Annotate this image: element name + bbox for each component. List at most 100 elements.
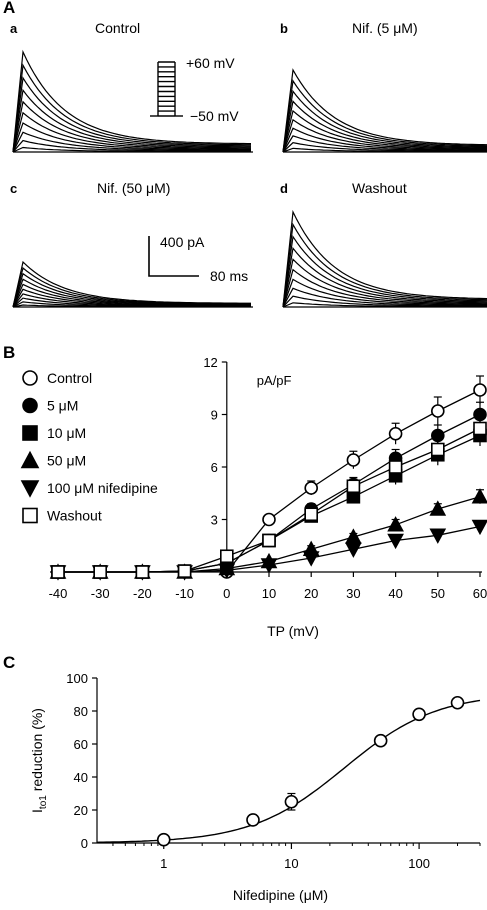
current-trace — [12, 260, 251, 308]
data-point — [429, 528, 447, 544]
current-trace — [282, 68, 487, 153]
current-trace — [282, 89, 487, 153]
current-trace — [12, 100, 251, 153]
scale-bar-time-label: 80 ms — [210, 268, 248, 284]
x-tick-label: 0 — [223, 586, 230, 601]
current-trace — [12, 111, 251, 153]
legend: Control 5 μM 10 μM 50 μM 100 μM nifedipine Wa… — [20, 370, 158, 524]
data-point — [473, 383, 487, 397]
current-trace — [282, 100, 487, 153]
panel-a-label: A — [3, 0, 15, 17]
data-point — [22, 507, 38, 524]
scale-bar — [148, 236, 199, 277]
current-trace — [282, 258, 487, 308]
legend-label: 100 μM nifedipine — [47, 480, 158, 496]
data-point — [156, 832, 171, 847]
current-trace — [282, 295, 487, 308]
x-axis-label: Nifedipine (μM) — [233, 887, 328, 903]
data-point — [177, 564, 192, 578]
series-line — [58, 434, 481, 573]
current-trace — [282, 287, 487, 308]
x-tick-label: 100 — [408, 856, 430, 871]
y-axis-label: Ito1 reduction (%) — [29, 708, 49, 813]
protocol-top-label: +60 mV — [186, 55, 235, 71]
data-point — [284, 794, 299, 809]
panel-c-label: C — [3, 653, 15, 672]
y-tick-label: 40 — [74, 770, 88, 785]
x-tick-label: 60 — [473, 586, 487, 601]
data-point — [20, 450, 40, 469]
y-tick-label: 80 — [74, 704, 88, 719]
x-tick-label: -40 — [49, 586, 68, 601]
y-tick-label: 100 — [66, 671, 88, 686]
data-point — [345, 528, 362, 544]
trace-b-sublabel: b — [280, 21, 288, 36]
data-point — [387, 516, 404, 532]
data-point — [304, 507, 319, 522]
current-trace — [12, 88, 251, 153]
x-tick-label: 40 — [388, 586, 402, 601]
data-point — [387, 533, 404, 550]
data-point — [22, 370, 38, 386]
panel-c: C 1 10 100 0 20 40 60 80 100 Ito1 reduction (%) Ni… — [3, 653, 481, 903]
data-point — [304, 481, 319, 495]
iv-chart: -40 -30 -20 -10 0 10 20 30 40 50 60 3 6 9 12 pA/pF TP (m… — [20, 355, 487, 639]
series-line — [58, 427, 481, 573]
scale-bar-current-label: 400 pA — [160, 234, 205, 250]
trace-nif-50 — [12, 260, 253, 308]
current-trace — [12, 76, 251, 153]
y-tick-label: 60 — [74, 737, 88, 752]
legend-label: 10 μM — [47, 425, 86, 441]
current-trace — [282, 109, 487, 153]
x-tick-label: 50 — [431, 586, 445, 601]
current-trace — [282, 246, 487, 308]
data-point — [262, 512, 276, 527]
x-tick-label: 1 — [160, 856, 167, 871]
data-point — [412, 707, 426, 722]
data-point — [218, 563, 236, 579]
data-point — [388, 460, 403, 474]
y-tick-label: 3 — [211, 513, 218, 528]
series-0 — [51, 375, 487, 579]
x-tick-label: -10 — [175, 586, 194, 601]
data-point — [430, 404, 445, 418]
data-point — [262, 533, 276, 548]
y-tick-label: 6 — [211, 460, 218, 475]
data-point — [22, 397, 38, 414]
current-trace — [12, 49, 251, 153]
data-point — [346, 479, 361, 494]
current-trace — [12, 122, 251, 153]
trace-a-sublabel: a — [10, 21, 18, 36]
trace-d-sublabel: d — [280, 181, 288, 196]
current-trace — [12, 139, 251, 153]
data-point — [246, 813, 260, 827]
x-tick-label: 10 — [284, 856, 298, 871]
current-trace — [282, 222, 487, 308]
fit-curve — [96, 699, 481, 843]
data-point — [93, 565, 107, 579]
y-tick-label: 0 — [81, 836, 88, 851]
current-trace — [12, 131, 251, 153]
panel-b: B -40 -30 -20 -10 0 10 20 30 40 50 60 3 6 9 12 pA/pF TP … — [3, 343, 487, 639]
trace-d-title: Washout — [352, 180, 407, 196]
voltage-protocol-icon — [150, 61, 183, 117]
panel-b-label: B — [3, 343, 15, 362]
current-trace — [282, 235, 487, 308]
current-trace — [282, 79, 487, 153]
current-trace — [282, 209, 487, 308]
data-point — [346, 453, 361, 467]
data-point — [51, 565, 65, 579]
data-point — [473, 421, 487, 436]
legend-label: Washout — [47, 508, 102, 524]
series-5 — [51, 415, 487, 579]
x-tick-label: 10 — [262, 586, 276, 601]
y-axis-label: pA/pF — [257, 373, 292, 388]
trace-c-sublabel: c — [10, 181, 17, 196]
trace-b-title: Nif. (5 μM) — [352, 20, 418, 36]
dose-response-chart: 1 10 100 0 20 40 60 80 100 Ito1 reduction (%) Nife… — [29, 671, 481, 903]
data-point — [20, 480, 40, 498]
current-trace — [12, 63, 251, 153]
panel-a: A a Control b Nif. (5 μM) c Nif. (50 μM)… — [3, 0, 487, 308]
x-tick-label: 20 — [304, 586, 318, 601]
